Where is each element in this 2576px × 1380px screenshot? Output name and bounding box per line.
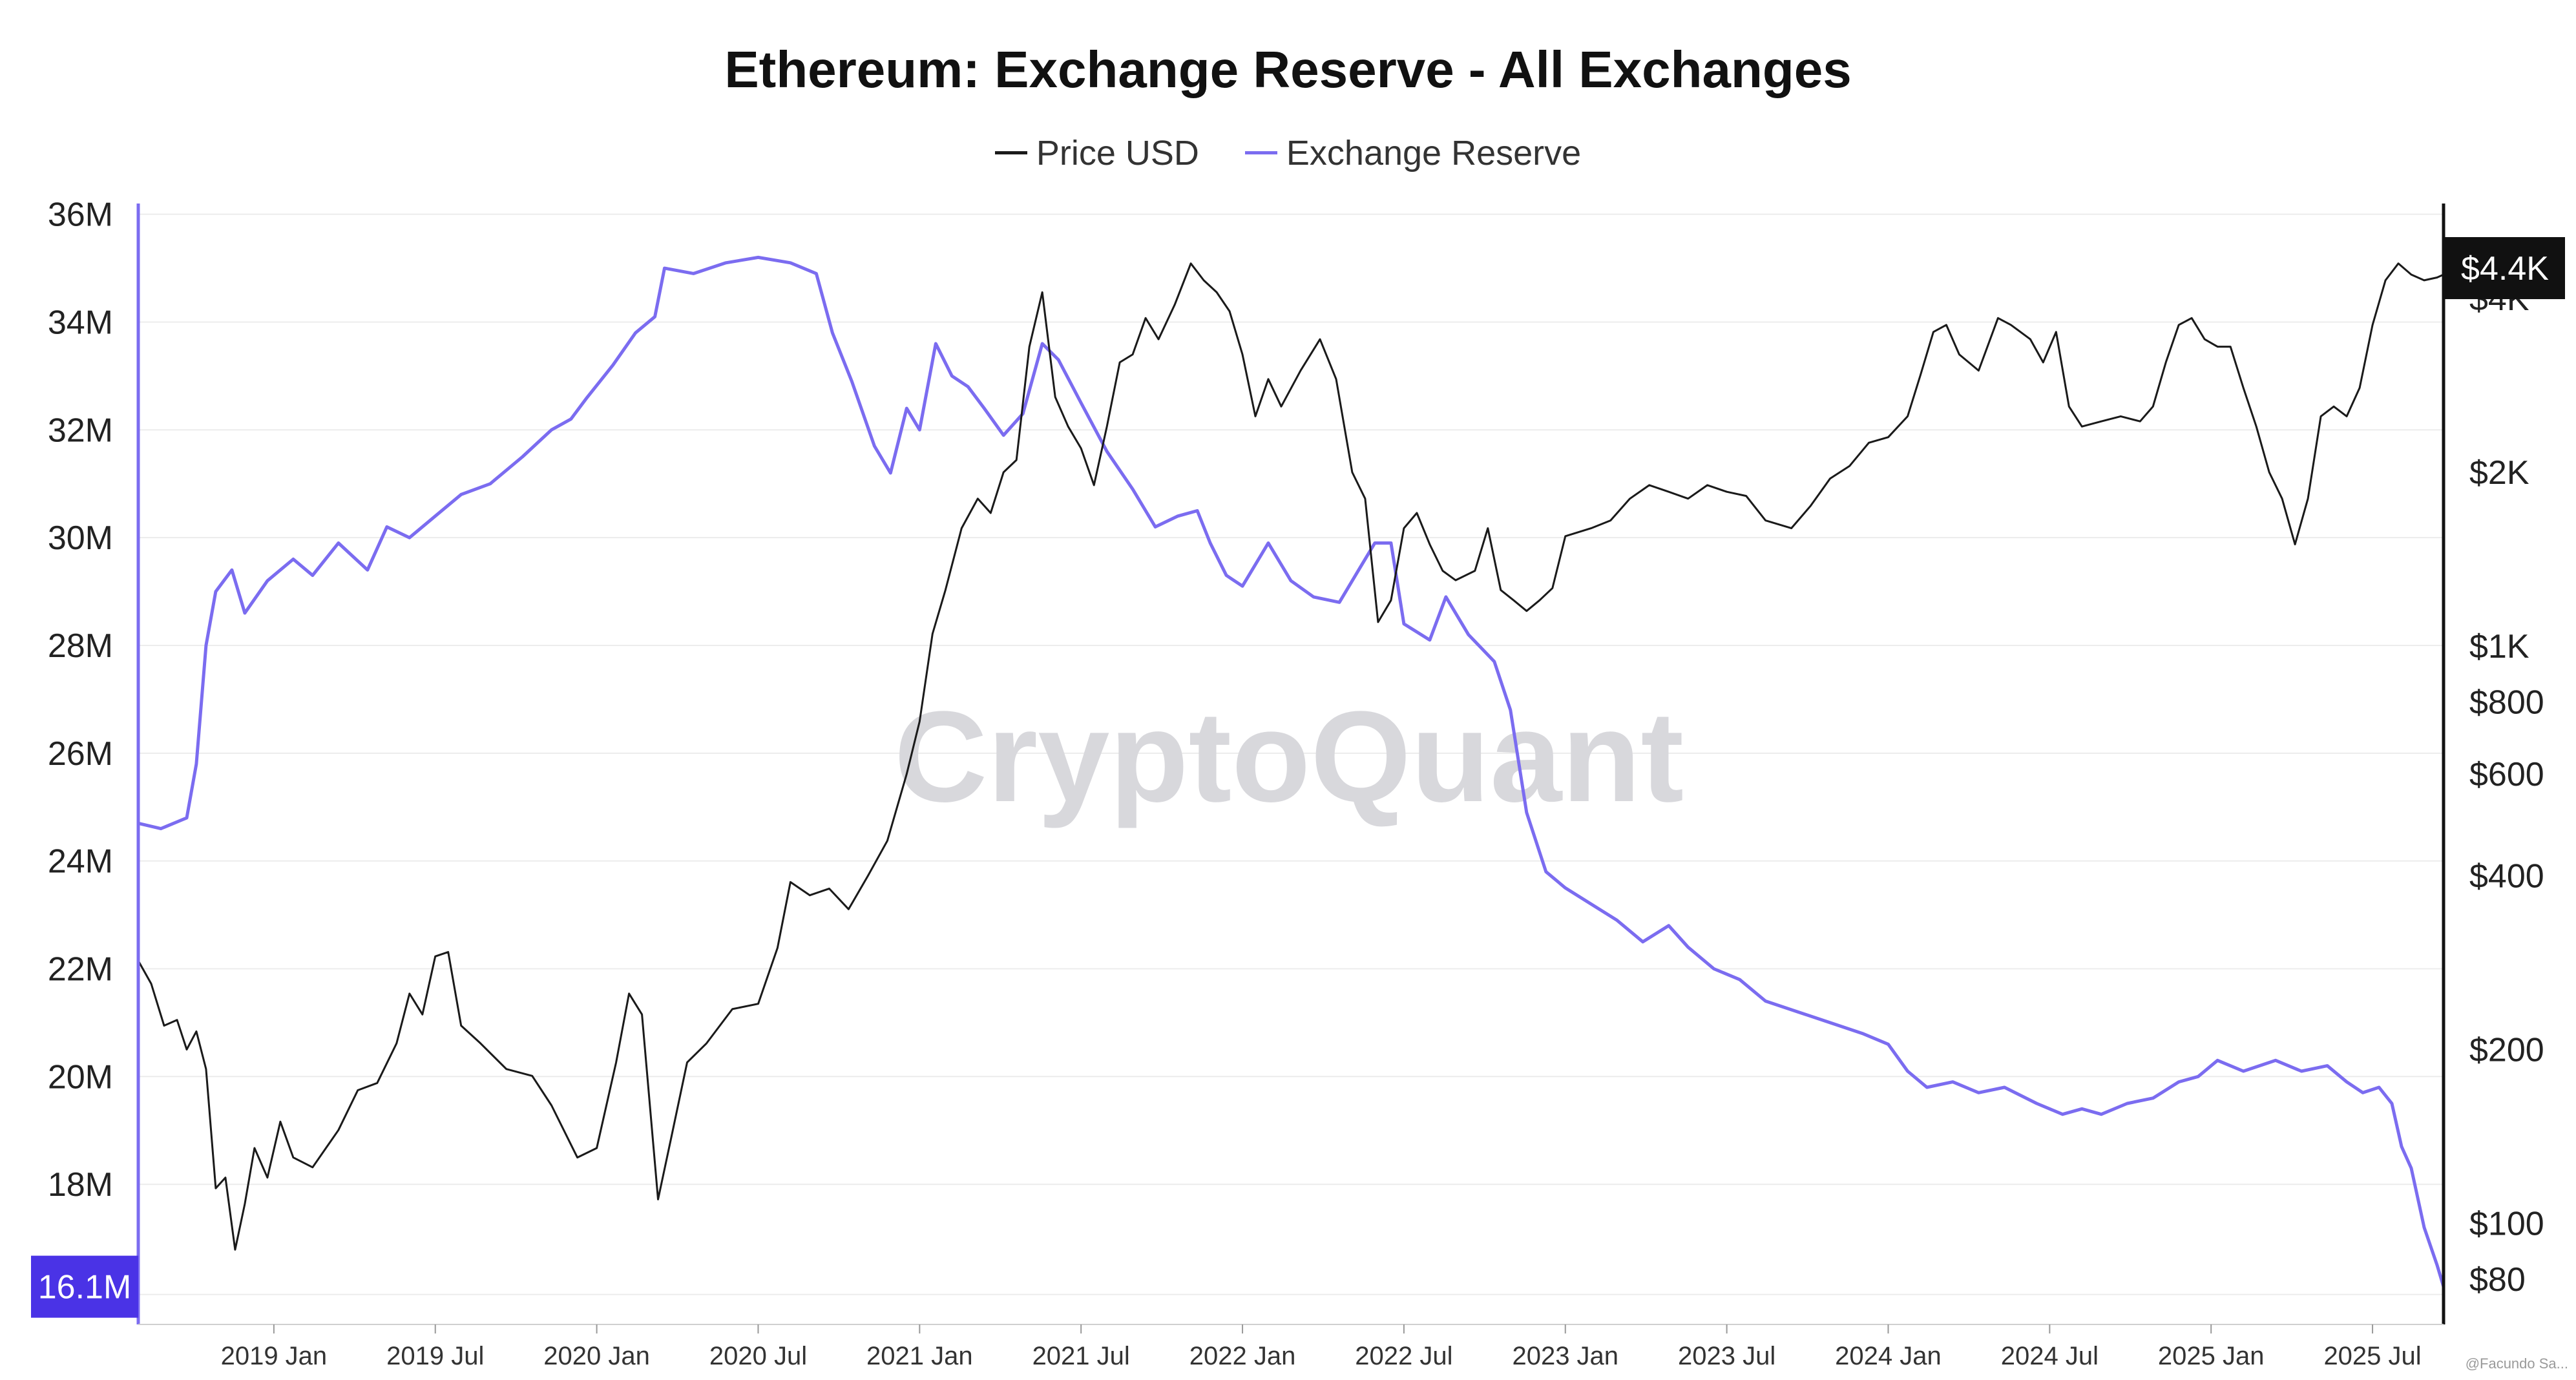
x-tick-label: 2021 Jul: [1032, 1342, 1130, 1370]
x-tick-label: 2021 Jan: [866, 1342, 973, 1370]
left-axis-ticks: 36M 34M 32M 30M 28M 26M 24M 22M 20M 18M: [48, 196, 113, 1204]
x-tick-label: 2020 Jan: [543, 1342, 650, 1370]
right-tick-label: $2K: [2469, 454, 2529, 492]
x-tick-label: 2023 Jul: [1678, 1342, 1775, 1370]
axes: [136, 204, 2445, 1325]
gridlines: [138, 213, 2444, 1295]
legend: Price USD Exchange Reserve: [0, 123, 2576, 173]
right-axis-ticks: $4K$2K$1K$800$600$400$200$100$80: [2469, 280, 2544, 1299]
current-value-badges: 16.1M $4.4K: [31, 237, 2565, 1318]
right-tick-label: $200: [2469, 1031, 2544, 1069]
right-tick-label: $80: [2469, 1261, 2526, 1299]
x-tick-label: 2025 Jul: [2323, 1342, 2421, 1370]
x-tick-label: 2019 Jan: [221, 1342, 328, 1370]
right-current-badge: [2445, 237, 2565, 299]
legend-item-price[interactable]: Price USD: [994, 133, 1199, 173]
left-tick-label: 32M: [48, 412, 113, 449]
legend-label-reserve: Exchange Reserve: [1286, 133, 1582, 172]
watermark-cryptoquant: CryptoQuant: [894, 685, 1684, 829]
chart-title: Ethereum: Exchange Reserve - All Exchang…: [724, 41, 1852, 98]
right-current-badge-label: $4.4K: [2461, 250, 2549, 288]
series-layer: [136, 255, 2445, 1289]
legend-item-reserve[interactable]: Exchange Reserve: [1244, 133, 1582, 173]
credit-text: @Facundo Sa...: [2466, 1355, 2568, 1372]
left-tick-label: 28M: [48, 627, 113, 665]
left-current-badge: [31, 1255, 138, 1318]
x-tick-label: 2024 Jan: [1835, 1342, 1942, 1370]
legend-swatch-price: [994, 151, 1027, 154]
left-tick-label: 20M: [48, 1058, 113, 1096]
x-tick-label: 2025 Jan: [2158, 1342, 2265, 1370]
left-current-badge-label: 16.1M: [38, 1269, 132, 1306]
x-tick-label: 2019 Jul: [386, 1342, 484, 1370]
right-tick-label: $100: [2469, 1205, 2544, 1242]
right-tick-label: $600: [2469, 756, 2544, 793]
right-tick-label: $400: [2469, 857, 2544, 895]
left-tick-label: 22M: [48, 950, 113, 988]
x-axis-ticks: 2019 Jan 2019 Jul 2020 Jan 2020 Jul 2021 Jan…: [221, 1324, 2422, 1370]
x-tick-label: 2020 Jul: [709, 1342, 807, 1370]
x-tick-label: 2023 Jan: [1512, 1342, 1618, 1370]
left-tick-label: 18M: [48, 1166, 113, 1204]
left-tick-label: 36M: [48, 196, 113, 234]
x-tick-label: 2022 Jan: [1189, 1342, 1296, 1370]
series-line-price-usd[interactable]: [137, 262, 2445, 1251]
x-tick-label: 2024 Jul: [2001, 1342, 2099, 1370]
left-tick-label: 30M: [48, 519, 113, 557]
right-tick-label: $1K: [2469, 628, 2529, 665]
legend-swatch-reserve: [1244, 151, 1277, 154]
right-tick-label: $800: [2469, 684, 2544, 722]
left-tick-label: 26M: [48, 735, 113, 773]
left-tick-label: 34M: [48, 304, 113, 342]
x-tick-label: 2022 Jul: [1355, 1342, 1452, 1370]
left-tick-label: 24M: [48, 843, 113, 881]
series-line-exchange-reserve[interactable]: [136, 255, 2445, 1289]
legend-label-price: Price USD: [1036, 133, 1199, 172]
